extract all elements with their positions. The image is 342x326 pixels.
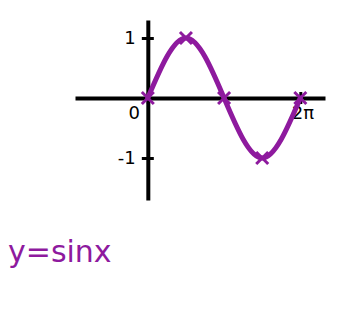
x-axis: 02π [76,92,326,123]
chart: 02π -1 1 y=sinx [0,0,342,326]
point-marker [142,92,154,104]
point-marker [294,92,306,104]
x-tick-label: 0 [129,102,140,123]
sine-curve [148,38,301,158]
y-axis: -1 1 [118,21,154,201]
point-marker [180,32,192,44]
y-tick-label: 1 [124,27,135,48]
y-tick-mark [142,37,154,40]
y-tick-mark [142,157,154,160]
title: y=sinx [8,234,112,269]
x-axis-line [76,97,326,101]
y-axis-line [146,21,150,201]
y-tick: 1 [124,27,153,48]
point-marker [218,92,230,104]
y-tick: -1 [118,147,154,168]
y-tick-label: -1 [118,147,136,168]
plot-area [142,32,307,164]
point-marker [256,152,268,164]
